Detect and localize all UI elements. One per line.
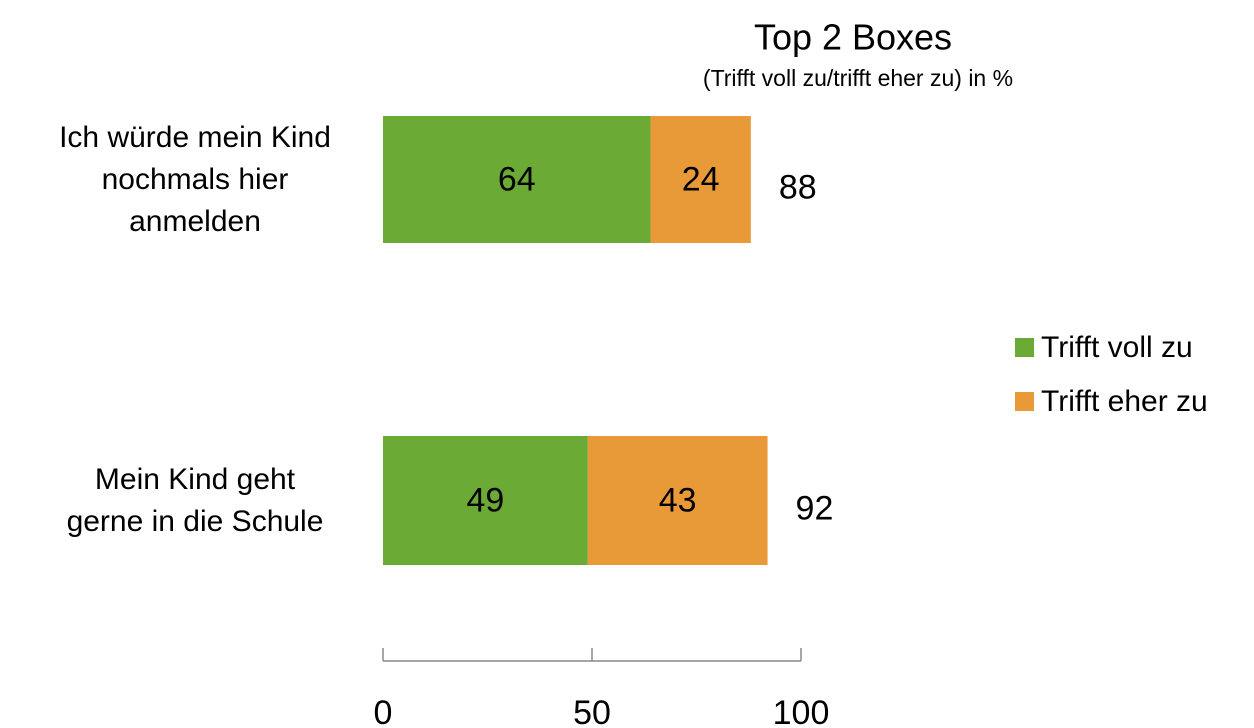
legend-swatch	[1015, 392, 1034, 411]
bar-segment	[383, 116, 651, 243]
bar-segment	[383, 436, 588, 565]
category-label: Ich würde mein Kind nochmals hier anmeld…	[59, 120, 331, 238]
chart-title: Top 2 Boxes	[754, 17, 952, 58]
bar-segment	[650, 116, 751, 243]
x-tick-label: 50	[573, 694, 611, 728]
bar-segment	[587, 436, 768, 565]
total-label: 92	[796, 489, 834, 527]
legend-swatch	[1015, 338, 1034, 357]
value-label: 49	[466, 481, 504, 519]
category-label: Mein Kind geht gerne in die Schule	[66, 462, 324, 538]
chart-subtitle: (Trifft voll zu/trifft eher zu) in %	[703, 65, 1013, 91]
value-label: 24	[682, 160, 720, 198]
legend-label: Trifft voll zu	[1041, 331, 1193, 364]
x-tick-label: 0	[374, 694, 393, 728]
x-tick-label: 100	[773, 694, 830, 728]
value-label: 43	[659, 481, 697, 519]
value-label: 64	[498, 160, 536, 198]
total-label: 88	[779, 168, 817, 206]
legend-label: Trifft eher zu	[1041, 385, 1208, 418]
